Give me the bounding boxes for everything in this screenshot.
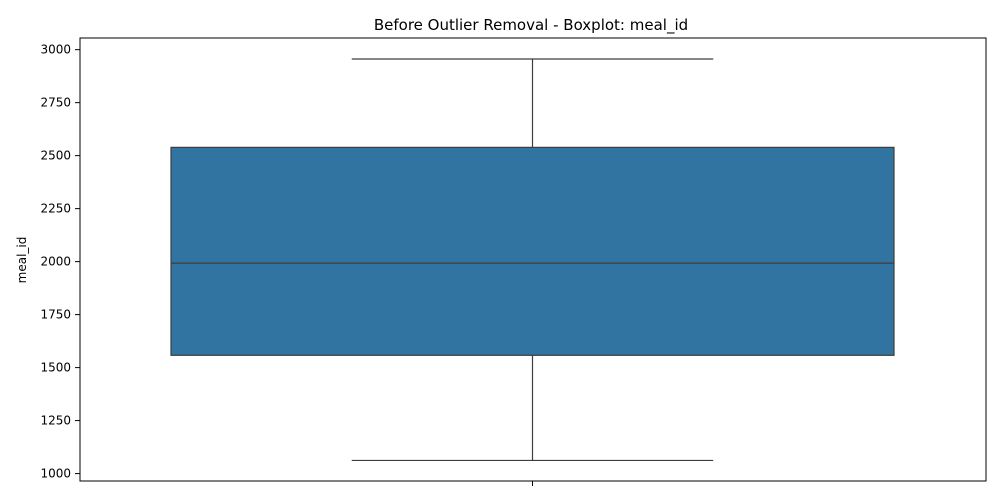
y-tick-label: 1000 [40,467,71,481]
y-tick-label: 1500 [40,361,71,375]
y-tick-label: 2000 [40,255,71,269]
y-tick-label: 1250 [40,414,71,428]
y-axis-label: meal_id [15,237,29,284]
y-tick-label: 2500 [40,149,71,163]
y-tick-label: 2750 [40,96,71,110]
plot-area: 1000 1250 1500 1750 2000 2250 2500 2750 3000 [40,37,987,486]
chart-title: Before Outlier Removal - Boxplot: meal_i… [374,16,688,35]
iqr-box [170,146,895,356]
y-tick-label: 3000 [40,43,71,57]
y-tick-label: 1750 [40,308,71,322]
y-tick-label: 2250 [40,202,71,216]
